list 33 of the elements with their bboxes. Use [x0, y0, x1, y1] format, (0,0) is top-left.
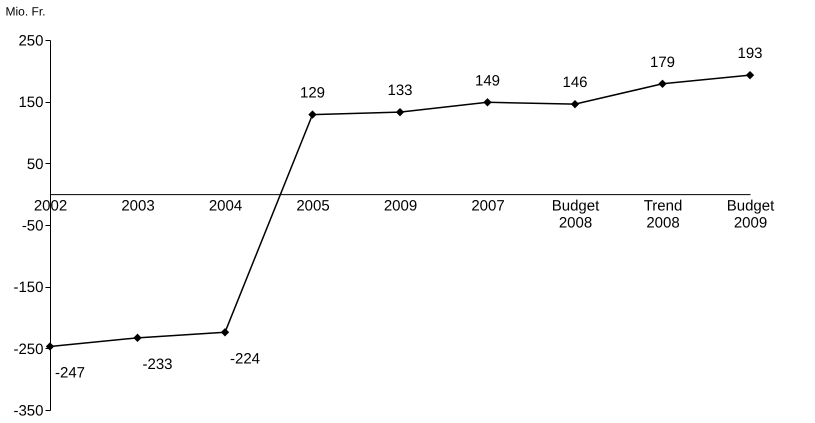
y-tick-label: 250 [18, 32, 44, 50]
y-tick-label: -350 [13, 402, 44, 420]
point [570, 100, 580, 108]
x-tick-label: 2003 [121, 198, 155, 215]
point [133, 334, 142, 342]
y-tick-label: 150 [18, 94, 44, 112]
y-tick-label: -150 [13, 279, 44, 296]
x-tick-label: 2005 [296, 198, 330, 215]
point [308, 110, 317, 119]
y-tick-label: 50 [26, 156, 44, 173]
point [483, 98, 492, 106]
x-tick-label: 2009 [384, 198, 418, 215]
data-label: -247 [54, 364, 86, 382]
y-tick-label: -50 [22, 218, 44, 234]
data-label: 133 [387, 82, 413, 100]
point [658, 80, 667, 88]
x-tick-label: Trend 2008 [644, 198, 682, 232]
data-label: 146 [562, 74, 588, 92]
x-tick-label: Budget 2008 [552, 198, 600, 232]
x-tick-label: 2007 [471, 198, 505, 215]
point [396, 108, 404, 116]
data-label: 129 [300, 84, 326, 102]
data-label: 179 [650, 54, 676, 71]
point [220, 328, 230, 336]
data-label: 193 [737, 45, 763, 62]
data-label: 149 [474, 72, 500, 90]
point [746, 70, 754, 80]
x-tick-label: 2004 [208, 198, 242, 215]
y-tick-label: -250 [13, 340, 44, 358]
x-tick-label: Budget 2009 [726, 198, 776, 232]
y-axis-title: Mio. Fr. [6, 4, 46, 18]
data-label: -233 [142, 356, 173, 373]
data-label: -224 [230, 350, 260, 368]
